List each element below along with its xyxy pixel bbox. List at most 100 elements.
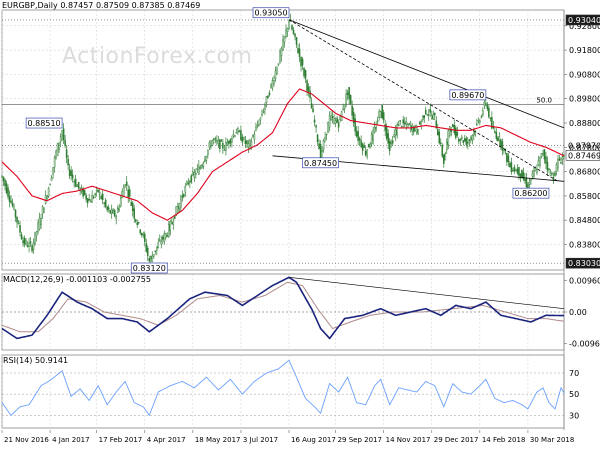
candle-body [28, 242, 30, 247]
candle-body [169, 220, 172, 232]
candle-body [207, 149, 209, 156]
price-y-tick-label: 0.85800 [569, 192, 600, 201]
candle-body [127, 189, 129, 198]
candle-body [437, 129, 439, 136]
candle-body [152, 254, 155, 257]
candle-body [145, 243, 148, 252]
candle-body [97, 189, 99, 193]
candle-body [471, 134, 474, 141]
candle-body [241, 137, 244, 143]
candle-body [507, 155, 510, 163]
candle-body [231, 138, 233, 143]
trendline [288, 19, 565, 129]
price-annotation-label: 0.88510 [28, 119, 61, 128]
candle-body [280, 47, 283, 56]
candle-body [381, 104, 383, 119]
price-axis-marker-label: 0.87469 [568, 151, 600, 160]
candle-body [156, 246, 158, 251]
candle-body [143, 233, 146, 242]
candle-body [213, 138, 215, 140]
candle-body [324, 137, 326, 140]
candle-body [369, 143, 371, 149]
candle-body [345, 93, 347, 105]
candle-body [441, 145, 444, 157]
candle-body [273, 80, 275, 84]
candle-body [71, 174, 74, 179]
candle-body [261, 114, 263, 116]
candle-body [88, 199, 90, 201]
candle-body [420, 121, 423, 127]
candle-body [183, 193, 185, 197]
candle-body [172, 221, 175, 225]
candle-body [408, 123, 410, 125]
candle-body [453, 125, 456, 134]
candle-body [385, 126, 388, 139]
candle-body [107, 207, 110, 210]
candle-body [168, 224, 170, 237]
candle-body [276, 67, 278, 74]
candle-body [208, 142, 211, 148]
candle-body [459, 139, 462, 141]
rsi-y-tick-label: 30 [569, 411, 579, 420]
ohlc-close: 0.87469 [167, 1, 201, 10]
candle-body [495, 132, 498, 139]
candle-body [193, 172, 196, 178]
candle-body [318, 143, 320, 150]
candle-body [525, 178, 528, 187]
price-axis-marker-box [565, 14, 600, 26]
candle-body [433, 112, 436, 116]
x-axis-date-label: 4 Apr 2017 [147, 436, 186, 444]
candle-body [491, 117, 493, 129]
candle-body [11, 202, 14, 207]
candle-body [378, 111, 380, 118]
x-axis-date-label: 21 Nov 2016 [4, 436, 49, 444]
candle-body [542, 153, 544, 155]
candle-body [333, 118, 335, 124]
x-axis-date-label: 14 Feb 2018 [482, 436, 526, 444]
candle-body [427, 114, 430, 116]
candle-body [474, 130, 477, 135]
candle-body [16, 216, 18, 223]
candle-body [92, 196, 95, 199]
price-annotation-label: 0.89670 [451, 91, 484, 100]
candle-body [510, 162, 513, 172]
candle-body [546, 161, 549, 171]
price-annotation-label: 0.86200 [514, 189, 547, 198]
candle-body [20, 234, 23, 240]
candle-body [282, 39, 284, 51]
candle-body [554, 172, 556, 176]
candle-body [343, 104, 346, 110]
rsi-panel-title: RSI(14) 50.9141 [3, 356, 69, 365]
candle-body [270, 83, 272, 88]
candle-body [482, 110, 484, 116]
x-axis-date-label: 17 Feb 2017 [99, 436, 143, 444]
candle-body [464, 138, 466, 142]
candle-body [349, 94, 352, 105]
candle-body [255, 126, 257, 131]
candle-body [310, 103, 313, 109]
price-y-tick-label: 0.89800 [569, 95, 600, 104]
candle-body [330, 115, 332, 120]
candle-body [479, 120, 481, 123]
candle-body [375, 126, 377, 130]
candle-body [112, 210, 114, 214]
candle-body [309, 90, 311, 99]
candle-body [415, 126, 418, 133]
candle-body [440, 142, 442, 144]
candle-body [13, 206, 15, 210]
candle-body [325, 133, 328, 135]
candle-body [32, 242, 35, 250]
candle-body [44, 195, 47, 204]
candle-body [195, 173, 197, 175]
candle-body [394, 129, 397, 136]
candle-body [396, 124, 398, 135]
candle-body [370, 134, 373, 145]
candle-body [171, 222, 173, 225]
candle-body [157, 242, 160, 249]
candle-body [23, 237, 26, 245]
candle-body [52, 167, 54, 175]
candle-body [555, 164, 558, 173]
candle-body [489, 117, 492, 119]
price-axis-marker-box [565, 150, 600, 161]
